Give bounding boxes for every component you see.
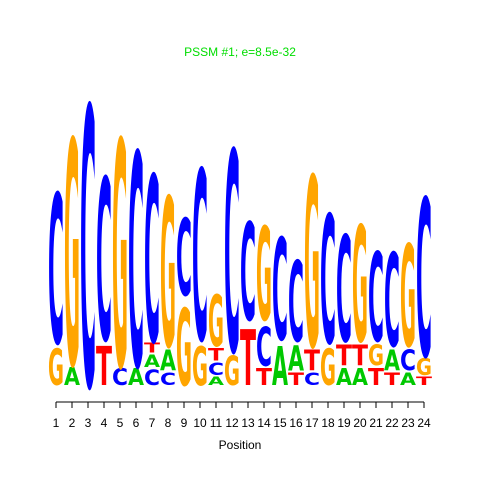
logo-letter: C (144, 131, 160, 396)
logo-letter: G (176, 288, 192, 410)
logo-letter: C (160, 369, 176, 389)
logo-letter: G (352, 193, 368, 378)
logo-letter: G (224, 349, 240, 395)
logo-letter: G (400, 215, 416, 379)
logo-letter: A (336, 365, 352, 391)
logo-letter: A (400, 370, 416, 390)
logo-letter: C (320, 180, 336, 385)
logo-letter: C (144, 366, 160, 391)
x-tick-label: 16 (289, 416, 303, 430)
x-tick-label: 3 (85, 416, 92, 430)
logo-letter: G (160, 157, 176, 395)
logo-letter: C (384, 227, 400, 376)
logo-letter: C (192, 124, 208, 396)
x-tick-label: 11 (210, 416, 223, 430)
logo-letter: C (368, 227, 384, 370)
logo-letter: C (224, 97, 240, 417)
logo-letter: C (288, 238, 304, 367)
x-tick-label: 14 (257, 416, 271, 430)
logo-letter: T (304, 345, 320, 378)
x-tick-label: 23 (401, 416, 415, 430)
logo-letter: C (304, 369, 320, 389)
x-tick-label: 10 (193, 416, 207, 430)
x-tick-label: 5 (117, 416, 124, 430)
logo-letter: G (192, 336, 208, 398)
logo-letter: C (176, 197, 192, 320)
logo-letter: C (96, 135, 112, 393)
x-axis-label: Position (219, 438, 262, 452)
x-tick-label: 18 (321, 416, 335, 430)
logo-letter: C (416, 156, 432, 408)
logo-letter: C (256, 316, 272, 379)
logo-letter: A (144, 352, 160, 372)
logo-letter: A (208, 374, 224, 388)
logo-letter: C (240, 195, 256, 351)
logo-letter: G (64, 79, 80, 437)
logo-letter: T (144, 340, 160, 356)
logo-letter: G (416, 355, 432, 382)
logo-letter: G (304, 130, 320, 402)
logo-letter: T (384, 369, 400, 389)
x-tick-label: 1 (53, 416, 60, 430)
logo-letter: T (368, 364, 384, 391)
logo-letter: G (320, 339, 336, 397)
logo-letter: C (128, 93, 144, 434)
logo-letter: T (352, 340, 368, 373)
x-tick-label: 2 (69, 416, 76, 430)
logo-letter: T (288, 369, 304, 389)
logo-letter: A (128, 365, 144, 391)
logo-letter: C (48, 154, 64, 392)
logo-letter: A (352, 365, 368, 391)
logo-letter: T (256, 364, 272, 391)
logo-letter: C (400, 344, 416, 378)
x-tick-label: 19 (337, 416, 351, 430)
x-tick-label: 4 (101, 416, 108, 430)
logo-letter: C (208, 359, 224, 379)
logo-letter: G (112, 77, 128, 438)
logo-letter: C (336, 205, 352, 376)
x-tick-label: 24 (417, 416, 431, 430)
x-tick-label: 17 (305, 416, 319, 430)
x-tick-label: 6 (133, 416, 140, 430)
x-tick-label: 9 (181, 416, 188, 430)
logo-letter: A (64, 363, 80, 391)
logo-letter: A (160, 344, 177, 377)
x-tick-label: 8 (165, 416, 172, 430)
logo-letter: A (272, 335, 288, 398)
logo-letter: T (336, 340, 352, 373)
logo-letter: G (48, 339, 64, 397)
logo-letter: C (112, 364, 128, 391)
logo-letter: C (272, 209, 288, 372)
logo-letter: C (80, 29, 96, 475)
x-tick-label: 21 (369, 416, 383, 430)
x-tick-label: 13 (241, 416, 255, 430)
x-tick-label: 20 (353, 416, 367, 430)
logo-letter: T (416, 375, 433, 388)
logo-letter: G (368, 338, 384, 372)
x-tick-label: 15 (273, 416, 287, 430)
x-tick-label: 12 (225, 416, 239, 430)
logo-letter: T (208, 345, 224, 365)
logo-letter: G (256, 201, 272, 351)
chart-title: PSSM #1; e=8.5e-32 (184, 45, 296, 59)
logo-letter: T (240, 315, 256, 404)
logo-letter: A (288, 339, 304, 379)
logo-letter: A (384, 344, 401, 377)
logo-letter: T (96, 336, 112, 398)
x-tick-label: 7 (149, 416, 156, 430)
x-tick-label: 22 (385, 416, 399, 430)
logo-letter: G (208, 282, 224, 364)
